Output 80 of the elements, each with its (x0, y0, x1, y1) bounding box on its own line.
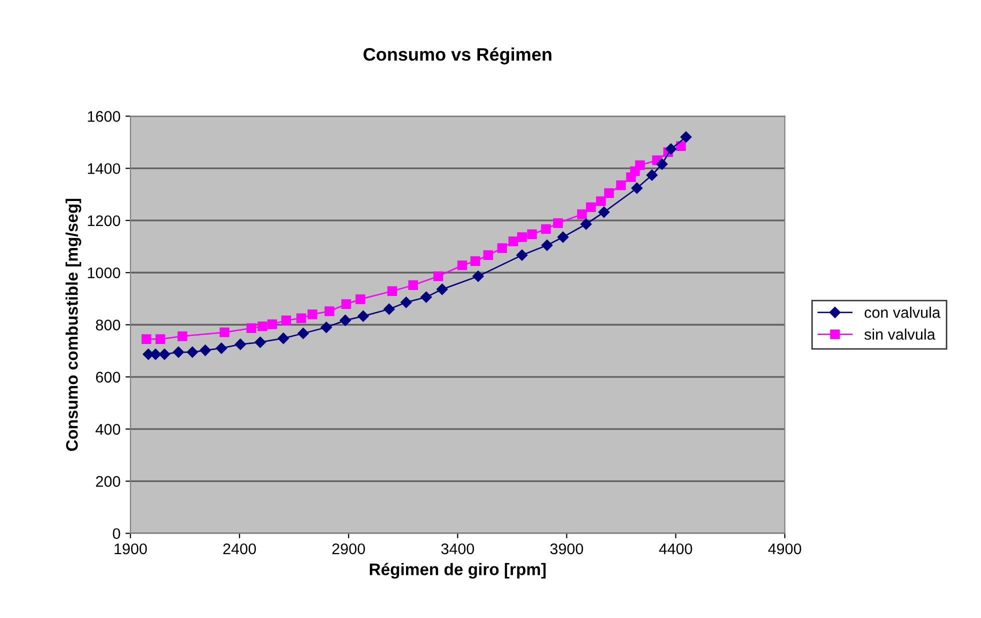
y-tick-label: 1200 (88, 215, 120, 226)
point (541, 240, 553, 251)
point (508, 236, 518, 246)
point (220, 327, 230, 338)
point (516, 250, 528, 261)
point (178, 331, 188, 342)
point (200, 344, 211, 356)
point (387, 286, 398, 296)
point (298, 328, 309, 339)
point (497, 243, 507, 253)
point (341, 299, 352, 310)
point (358, 310, 369, 322)
x-tick-label: 3400 (441, 543, 474, 554)
point (596, 196, 606, 206)
point (408, 280, 418, 290)
point (436, 284, 448, 295)
point (680, 131, 692, 143)
point (308, 309, 318, 320)
point (586, 202, 596, 212)
x-tick-label: 4400 (659, 543, 692, 554)
x-tick-label: 4900 (768, 543, 802, 554)
y-tick-label: 600 (96, 372, 120, 383)
y-tick-label: 1600 (88, 111, 120, 122)
point (246, 323, 256, 334)
point (356, 294, 366, 304)
point (324, 306, 334, 316)
y-tick-label: 0 (112, 528, 120, 540)
point (557, 232, 569, 243)
x-tick-label: 2900 (332, 543, 365, 554)
x-tick-label: 1900 (114, 543, 147, 554)
point (517, 232, 527, 242)
legend-label: con valvula (864, 306, 940, 318)
point (580, 218, 592, 230)
point (631, 182, 643, 194)
point (420, 292, 432, 303)
point (635, 160, 645, 170)
point (457, 260, 468, 270)
point (541, 224, 551, 234)
point (470, 256, 480, 266)
point (598, 206, 610, 218)
point (155, 334, 166, 344)
point (646, 170, 658, 181)
x-tick-label: 3900 (550, 543, 584, 554)
point (278, 332, 289, 344)
y-tick-label: 200 (96, 476, 120, 487)
y-tick-label: 1000 (88, 267, 120, 278)
point (483, 250, 494, 260)
y-tick-label: 400 (96, 424, 120, 435)
y-axis-title: Consumo combustible [mg/seg] (66, 198, 82, 451)
y-tick-label: 1400 (88, 163, 120, 174)
point (616, 180, 626, 190)
point (384, 304, 395, 315)
point (142, 334, 152, 344)
point (254, 336, 266, 348)
point (604, 188, 614, 198)
point (172, 346, 184, 358)
point (258, 321, 268, 332)
point (676, 141, 686, 152)
point (216, 342, 228, 354)
x-tick-label: 2400 (223, 543, 256, 554)
point (665, 143, 677, 155)
point (186, 346, 198, 358)
chart-title: Consumo vs Régimen (364, 47, 552, 64)
point (296, 313, 306, 324)
point (158, 348, 170, 360)
legend-label: sin valvula (864, 328, 936, 340)
point (553, 218, 563, 228)
point (433, 271, 444, 282)
point (234, 338, 246, 350)
point (472, 270, 484, 282)
point (281, 315, 292, 326)
point (340, 314, 351, 326)
point (320, 322, 332, 333)
point (267, 319, 278, 330)
point (400, 296, 412, 308)
y-tick-label: 800 (96, 320, 120, 330)
point (527, 229, 537, 240)
point (656, 158, 668, 170)
point (577, 209, 587, 220)
x-axis-title: Régimen de giro [rpm] (370, 562, 546, 579)
